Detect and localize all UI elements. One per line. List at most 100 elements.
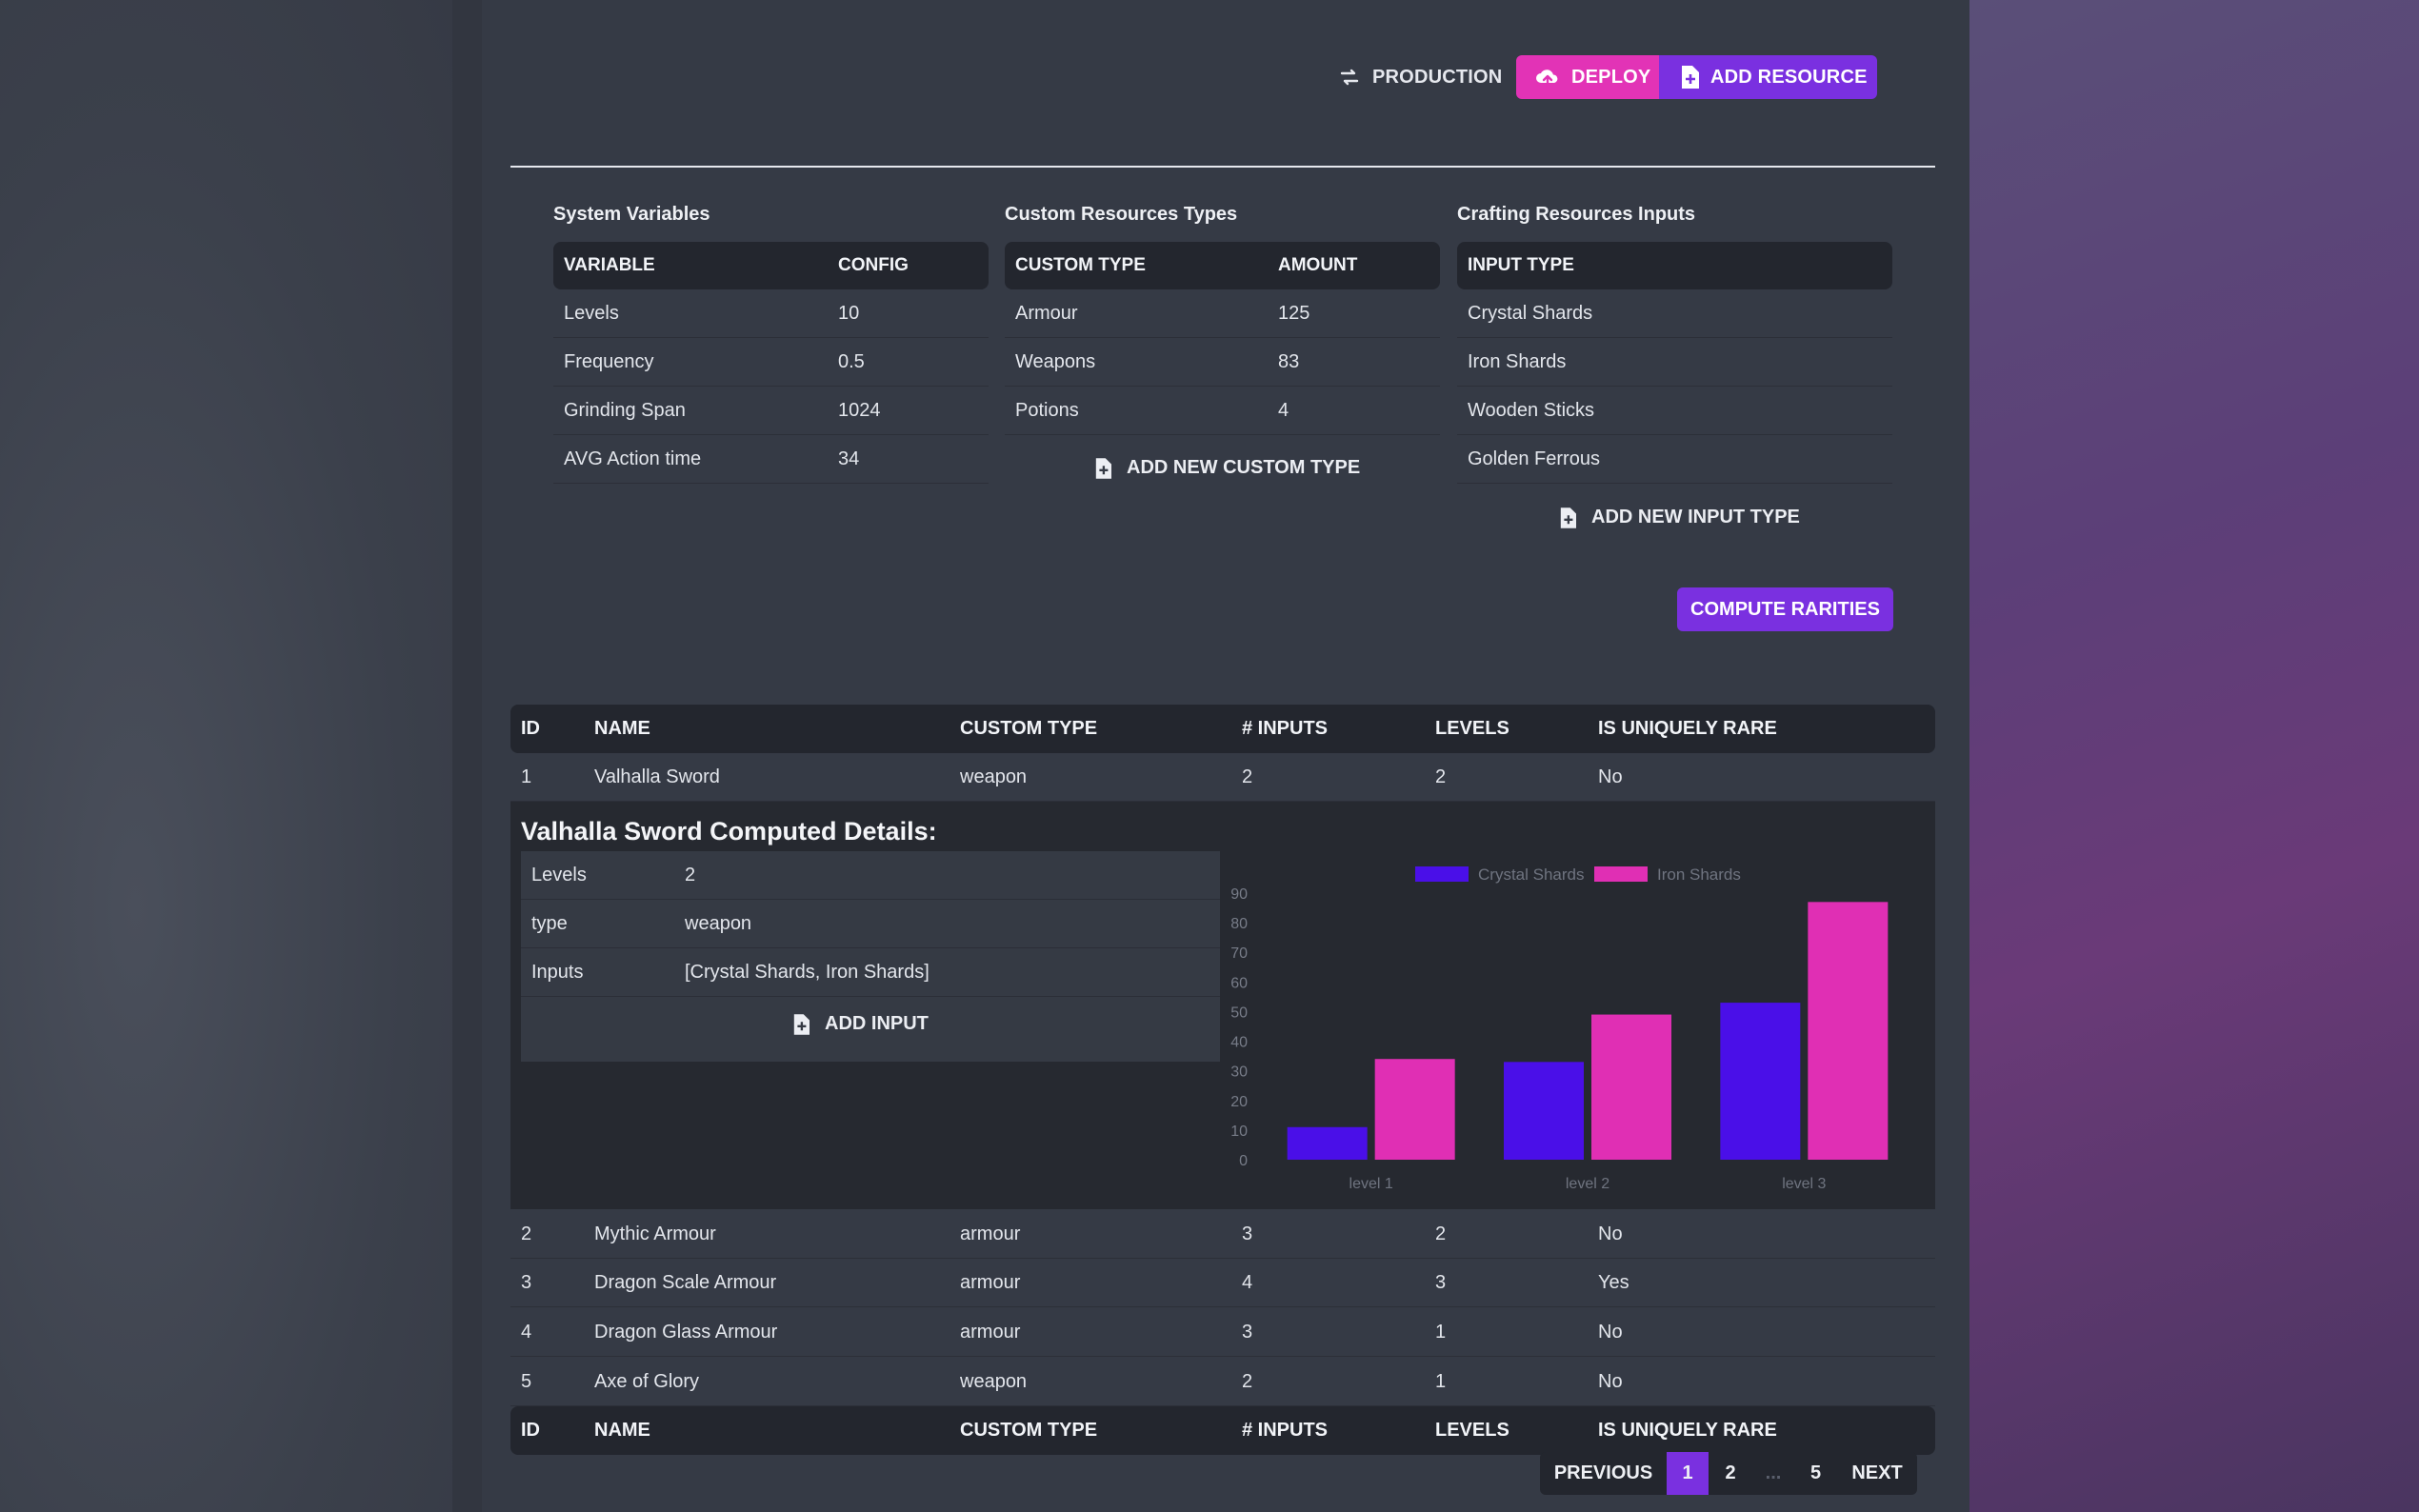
table-row[interactable]: 2 Mythic Armour armour 3 2 No — [510, 1210, 1935, 1259]
cell-uniquely-rare: No — [1598, 1224, 1623, 1244]
cell-levels: 2 — [1435, 766, 1447, 787]
custom-type-name: Weapons — [1005, 337, 1268, 387]
background-right — [1969, 0, 2419, 1512]
add-input-label: ADD INPUT — [825, 1013, 929, 1034]
cell-name: Valhalla Sword — [594, 766, 720, 787]
custom-type-amount: 83 — [1268, 337, 1440, 387]
add-input-button[interactable]: ADD INPUT — [792, 1013, 929, 1035]
table-row: Armour 125 — [1005, 289, 1440, 338]
cell-inputs: 2 — [1242, 766, 1253, 787]
custom-type-name: Potions — [1005, 386, 1268, 435]
file-plus-icon — [1682, 66, 1699, 89]
cell-levels: 1 — [1435, 1371, 1447, 1392]
y-tick-label: 60 — [1230, 975, 1248, 991]
x-tick-label: level 3 — [1782, 1176, 1826, 1192]
table-row: Golden Ferrous — [1457, 434, 1892, 484]
detail-row: Inputs [Crystal Shards, Iron Shards] — [521, 948, 1220, 997]
add-input-type-label: ADD NEW INPUT TYPE — [1591, 507, 1800, 527]
column-header: CUSTOM TYPE — [960, 1420, 1098, 1441]
y-tick-label: 90 — [1230, 886, 1248, 903]
detail-value: weapon — [685, 913, 752, 934]
y-tick-label: 80 — [1230, 916, 1248, 932]
file-plus-icon — [1095, 457, 1111, 479]
cell-id: 2 — [521, 1224, 532, 1244]
header-divider — [510, 166, 1935, 168]
table-row: Frequency 0.5 — [553, 337, 989, 387]
column-header: INPUT TYPE — [1457, 242, 1892, 289]
previous-page-button[interactable]: PREVIOUS — [1553, 1462, 1653, 1483]
cell-inputs: 3 — [1242, 1224, 1253, 1244]
detail-key: Levels — [531, 865, 587, 885]
table-row[interactable]: 1 Valhalla Sword weapon 2 2 No — [510, 753, 1935, 802]
column-header: IS UNIQUELY RARE — [1598, 1420, 1777, 1441]
y-tick-label: 10 — [1230, 1124, 1248, 1140]
file-plus-icon — [1560, 507, 1576, 528]
bar — [1808, 902, 1889, 1160]
x-tick-label: level 1 — [1349, 1176, 1393, 1192]
add-input-type-button[interactable]: ADD NEW INPUT TYPE — [1559, 507, 1800, 528]
column-header: ID — [521, 718, 540, 739]
crafting-inputs-table: INPUT TYPE Crystal Shards Iron Shards Wo… — [1457, 242, 1892, 484]
y-tick-label: 40 — [1230, 1035, 1248, 1051]
page-2-button[interactable]: 2 — [1725, 1462, 1736, 1483]
bar — [1591, 1014, 1671, 1160]
cell-levels: 1 — [1435, 1322, 1447, 1343]
legend-swatch — [1594, 866, 1648, 882]
y-tick-label: 0 — [1239, 1153, 1248, 1169]
environment-switch-button[interactable]: PRODUCTION — [1338, 55, 1502, 99]
y-tick-label: 50 — [1230, 1005, 1248, 1021]
table-row: Weapons 83 — [1005, 337, 1440, 387]
detail-key: Inputs — [531, 962, 584, 983]
bar — [1720, 1003, 1801, 1160]
variable-name: Levels — [553, 289, 828, 338]
table-row: Iron Shards — [1457, 337, 1892, 387]
variable-name: Frequency — [553, 337, 828, 387]
cell-custom-type: armour — [960, 1322, 1021, 1343]
table-row[interactable]: 5 Axe of Glory weapon 2 1 No — [510, 1358, 1935, 1406]
compute-rarities-button[interactable]: COMPUTE RARITIES — [1677, 587, 1893, 631]
detail-row: type weapon — [521, 900, 1220, 948]
custom-type-name: Armour — [1005, 289, 1268, 338]
add-resource-button[interactable]: ADD RESOURCE — [1659, 55, 1877, 99]
column-header: LEVELS — [1435, 1420, 1509, 1441]
detail-value: 2 — [685, 865, 696, 885]
variable-config: 10 — [828, 289, 989, 338]
environment-label: PRODUCTION — [1372, 66, 1503, 88]
cell-id: 5 — [521, 1371, 532, 1392]
cell-id: 1 — [521, 766, 532, 787]
table-row: Levels 10 — [553, 289, 989, 338]
background-left — [0, 0, 452, 1512]
input-type: Crystal Shards — [1457, 289, 1892, 338]
add-custom-type-button[interactable]: ADD NEW CUSTOM TYPE — [1094, 457, 1360, 479]
cell-uniquely-rare: No — [1598, 1322, 1623, 1343]
table-row[interactable]: 4 Dragon Glass Armour armour 3 1 No — [510, 1308, 1935, 1357]
table-row[interactable]: 3 Dragon Scale Armour armour 4 3 Yes — [510, 1259, 1935, 1307]
file-plus-icon — [793, 1013, 810, 1035]
add-resource-label: ADD RESOURCE — [1710, 66, 1868, 88]
y-tick-label: 70 — [1230, 945, 1248, 962]
table-row: Wooden Sticks — [1457, 386, 1892, 435]
column-header: IS UNIQUELY RARE — [1598, 718, 1777, 739]
variable-name: AVG Action time — [553, 434, 828, 484]
custom-type-amount: 125 — [1268, 289, 1440, 338]
cell-levels: 2 — [1435, 1224, 1447, 1244]
cell-custom-type: armour — [960, 1224, 1021, 1244]
input-type: Iron Shards — [1457, 337, 1892, 387]
cell-id: 3 — [521, 1272, 532, 1293]
column-header: # INPUTS — [1242, 718, 1329, 739]
y-tick-label: 20 — [1230, 1094, 1248, 1110]
pagination: PREVIOUS 1 2 ... 5 NEXT — [1540, 1452, 1917, 1495]
cell-custom-type: weapon — [960, 766, 1028, 787]
resources-table-header: ID NAME CUSTOM TYPE # INPUTS LEVELS IS U… — [510, 705, 1935, 753]
cell-custom-type: armour — [960, 1272, 1021, 1293]
legend-swatch — [1415, 866, 1469, 882]
system-variables-table: VARIABLE CONFIG Levels 10 Frequency 0.5 Gr… — [553, 242, 989, 484]
page-ellipsis: ... — [1765, 1462, 1782, 1483]
column-header: CUSTOM TYPE — [1005, 242, 1268, 289]
cell-name: Dragon Glass Armour — [594, 1322, 778, 1343]
page-5-button[interactable]: 5 — [1809, 1462, 1822, 1483]
cell-custom-type: weapon — [960, 1371, 1028, 1392]
page-1-button[interactable]: 1 — [1667, 1452, 1709, 1495]
next-page-button[interactable]: NEXT — [1851, 1462, 1903, 1483]
deploy-button[interactable]: DEPLOY — [1516, 55, 1659, 99]
